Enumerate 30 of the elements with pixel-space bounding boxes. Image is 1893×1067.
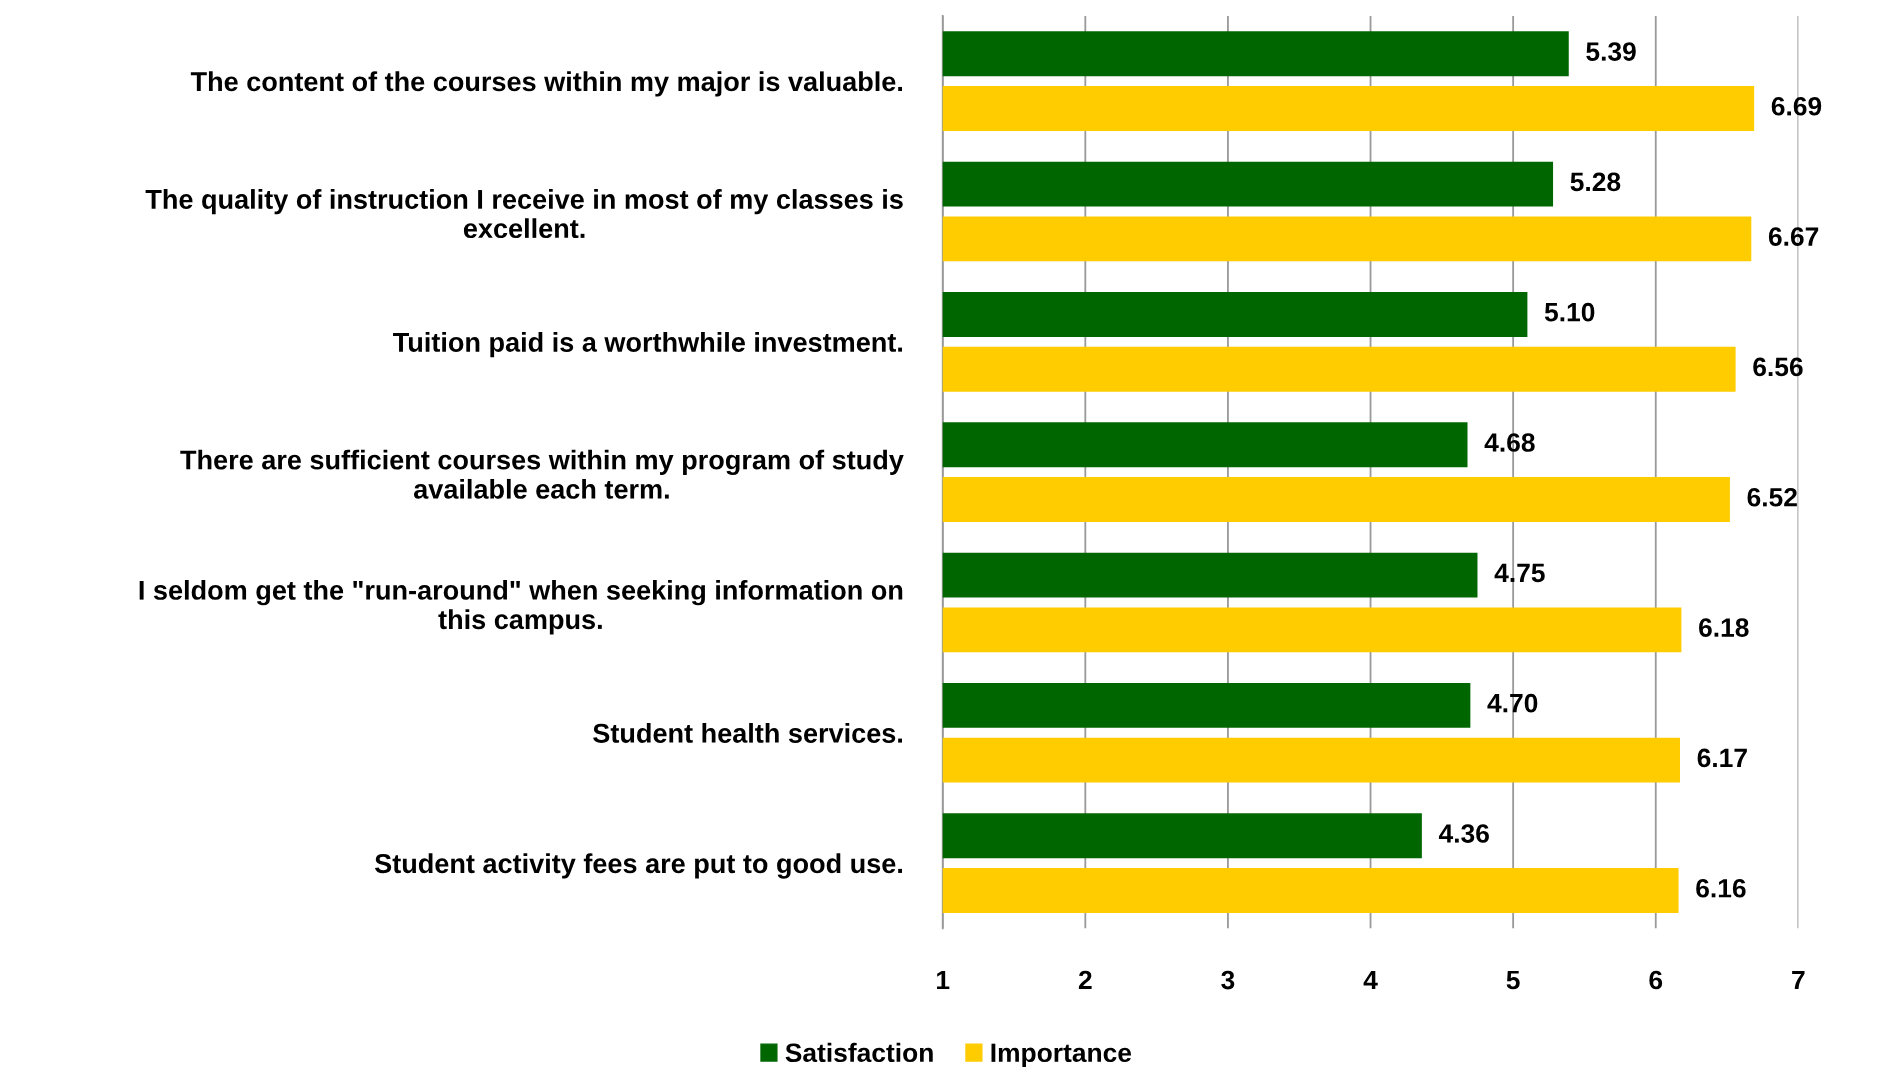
- x-tick-label: 5: [1506, 970, 1520, 990]
- y-tick-label: Tuition paid is a worthwhile investment.: [393, 332, 902, 358]
- y-tick-label: Student health services.: [593, 722, 902, 743]
- data-label: 6.52: [1747, 487, 1797, 507]
- data-label: 4.75: [1494, 563, 1545, 583]
- data-label: 5.28: [1570, 172, 1621, 192]
- data-label: 6.17: [1697, 748, 1747, 768]
- x-tick-label: 6: [1649, 970, 1663, 990]
- y-tick-label: I seldom get the "run-around" when seeking information on this campus.: [139, 579, 903, 635]
- data-label: 6.56: [1753, 357, 1803, 377]
- data-label: 5.10: [1544, 302, 1595, 322]
- x-tick-label: 2: [1078, 970, 1092, 990]
- data-label: 4.36: [1438, 824, 1489, 843]
- y-tick-label: The content of the courses within my major is valuable.: [190, 71, 903, 97]
- x-tick-label: 7: [1792, 970, 1805, 990]
- x-tick-label: 3: [1221, 970, 1235, 990]
- x-tick-label: 4: [1363, 970, 1378, 990]
- data-label: 6.18: [1699, 618, 1749, 637]
- data-label: 6.67: [1768, 227, 1819, 246]
- data-label: 4.70: [1487, 693, 1538, 713]
- legend-label: Satisfaction: [785, 1042, 933, 1063]
- x-tick-label: 1: [937, 970, 950, 990]
- y-tick-label: Student activity fees are put to good use.: [374, 853, 903, 879]
- y-tick-label: The quality of instruction I receive in most of my classes is excellent.: [145, 189, 903, 239]
- data-label: 6.16: [1696, 878, 1746, 898]
- data-label: 6.69: [1771, 96, 1822, 116]
- data-label: 4.68: [1484, 433, 1535, 452]
- y-tick-label: There are sufficient courses within my program of study available each term.: [180, 449, 904, 499]
- legend-label: Importance: [991, 1043, 1132, 1067]
- data-label: 5.39: [1586, 42, 1636, 61]
